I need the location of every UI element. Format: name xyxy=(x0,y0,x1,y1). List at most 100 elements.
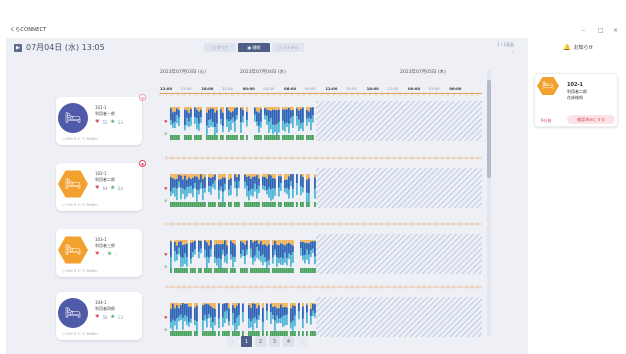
minimize-button[interactable]: – xyxy=(582,27,585,34)
notification-card[interactable]: 🛏 102-1 利用者二郎 在床検知 9分前 確認済みにする xyxy=(534,73,618,127)
bell-icon: 🔔 xyxy=(563,44,571,51)
lung-icon: ❀ xyxy=(107,251,112,257)
time-tick: 12:00 xyxy=(160,86,173,91)
heart-rate: 55 xyxy=(102,119,108,125)
patient-name: 利用者四郎 xyxy=(95,306,115,311)
bed-icon: 🛏 xyxy=(64,305,82,321)
patient-name: 利用者三郎 xyxy=(95,243,115,248)
notification-header: 🔔 お知らせ xyxy=(563,44,593,51)
notification-room: 102-1 xyxy=(567,82,583,88)
patient-name: 利用者一郎 xyxy=(95,111,115,116)
vital-stats: ♥ 55 ❀ 13 xyxy=(95,119,123,125)
time-tick: 15:00 xyxy=(180,86,192,91)
time-tick: 12:00 xyxy=(325,86,338,91)
notification-time: 9分前 xyxy=(541,118,552,123)
patient-card[interactable]: 🛏 102-1 利用者二郎 ♥ 64 ❀ 24 ○ 74% 6 ℃ ℃ 36dBm … xyxy=(56,160,146,211)
time-tick: 06:00 xyxy=(449,86,462,91)
page-button-3[interactable]: 3 xyxy=(269,336,280,347)
environment-info: ○ 74% 6 ℃ ℃ 36dBm xyxy=(62,203,98,207)
time-tick: 21:00 xyxy=(387,86,399,91)
next-page-button[interactable]: › xyxy=(297,336,308,347)
room-number: 104-1 xyxy=(95,300,107,305)
time-tick: 03:00 xyxy=(428,86,440,91)
resp-rate: 24 xyxy=(117,185,123,191)
day-label-2: 2023年07月04日 (水) xyxy=(240,70,286,75)
page-button-1[interactable]: 1 xyxy=(241,336,252,347)
patient-avatar: 🛏 xyxy=(58,103,88,133)
page-button-4[interactable]: 4 xyxy=(283,336,294,347)
resp-rate: 13 xyxy=(117,119,123,125)
date-header: ▶ 07月04日 (水) 13:05 xyxy=(14,42,105,53)
day-label-1: 2023年07月03日 (火) xyxy=(160,70,206,75)
prev-page-button[interactable]: ‹ xyxy=(227,336,238,347)
patient-avatar: 🛏 xyxy=(58,298,88,328)
patient-card[interactable]: 🛏 103-1 利用者三郎 ♥ – ❀ – ○ 44% 6 ℃ ℃ 36dBm xyxy=(56,229,142,277)
day-label-3: 2023年07月05日 (木) xyxy=(400,70,446,75)
close-button[interactable]: × xyxy=(613,27,619,34)
chevron-down-icon[interactable]: ⌄ xyxy=(510,48,514,53)
time-tick: 15:00 xyxy=(346,86,357,91)
room-number: 103-1 xyxy=(95,237,107,242)
segment-all[interactable]: □ すべて xyxy=(204,43,236,52)
heart-icon: ♥ xyxy=(95,314,100,320)
vital-stats: ♥ 56 ❀ 13 xyxy=(95,314,123,320)
lung-icon: ❀ xyxy=(110,314,115,320)
time-tick: 00:00 xyxy=(242,86,255,91)
vital-stats: ♥ 64 ❀ 24 xyxy=(95,185,123,191)
mark-confirmed-button[interactable]: 確認済みにする xyxy=(567,115,615,124)
time-tick: 18:00 xyxy=(201,86,214,91)
notification-title: お知らせ xyxy=(573,45,594,51)
time-tick: 21:00 xyxy=(222,86,233,91)
time-axis: 12:00 15:00 18:00 21:00 00:00 03:00 06:00 09:00… xyxy=(160,86,470,92)
room-number: 102-1 xyxy=(95,171,107,176)
notification-patient-name: 利用者二郎 xyxy=(567,89,587,94)
resp-rate: 13 xyxy=(117,314,123,320)
view-segment-control: □ すべて ▣ 睡眠 □ バイタル xyxy=(204,43,304,52)
bed-icon: 🛏 xyxy=(64,110,82,126)
patient-card[interactable]: 🛏 101-1 利用者一郎 ♥ 55 ❀ 13 ○ 60% 6 ℃ ℃ 36dBm … xyxy=(56,94,146,145)
page-button-2[interactable]: 2 xyxy=(255,336,266,347)
segment-sleep[interactable]: ▣ 睡眠 xyxy=(238,43,270,52)
time-tick: 18:00 xyxy=(366,86,379,91)
maximize-button[interactable]: □ xyxy=(598,27,604,34)
environment-info: ○ 44% 6 ℃ ℃ 36dBm xyxy=(62,269,98,273)
app-name: くらCONNECT xyxy=(10,27,47,33)
time-axis-line xyxy=(160,93,482,95)
page-indicator[interactable]: 1 / 1画面 ⌄ xyxy=(497,42,514,54)
patient-card[interactable]: 🛏 104-1 利用者四郎 ♥ 56 ❀ 13 ○ 55% 6 ℃ ℃ 36dBm xyxy=(56,292,142,340)
heart-icon: ♥ xyxy=(95,185,100,191)
bed-icon: 🛏 xyxy=(64,176,82,192)
notification-type: 在床検知 xyxy=(567,95,583,100)
lung-icon: ❀ xyxy=(110,119,115,125)
heart-rate: 56 xyxy=(102,314,108,320)
current-datetime: 07月04日 (水) 13:05 xyxy=(26,43,105,52)
heart-icon: ♥ xyxy=(95,119,100,125)
bed-icon: 🛏 xyxy=(537,77,559,95)
play-icon[interactable]: ▶ xyxy=(14,43,22,52)
patient-avatar: 🛏 xyxy=(58,170,88,198)
heart-rate: 64 xyxy=(102,185,108,191)
heart-icon: ♥ xyxy=(95,251,100,257)
segment-vital[interactable]: □ バイタル xyxy=(272,43,304,52)
patient-avatar: 🛏 xyxy=(58,236,88,264)
lung-icon: ❀ xyxy=(110,185,115,191)
time-tick: 03:00 xyxy=(263,86,275,91)
time-tick: 06:00 xyxy=(284,86,297,91)
pagination: ‹ 1 2 3 4 › xyxy=(227,336,308,347)
heart-rate: – xyxy=(102,251,105,257)
environment-info: ○ 60% 6 ℃ ℃ 36dBm xyxy=(62,137,98,141)
page-indicator-text: 1 / 1画面 xyxy=(497,42,514,47)
time-tick: 00:00 xyxy=(408,86,421,91)
scrollbar-thumb[interactable] xyxy=(487,80,491,178)
vital-stats: ♥ – ❀ – xyxy=(95,251,117,257)
resp-rate: – xyxy=(114,251,117,257)
alert-icon[interactable]: ● xyxy=(139,160,146,167)
alert-icon[interactable]: ● xyxy=(139,94,146,101)
title-bar: くらCONNECT – □ × xyxy=(0,0,626,40)
time-tick: 09:00 xyxy=(304,86,316,91)
patient-name: 利用者二郎 xyxy=(95,177,115,182)
vertical-scrollbar[interactable] xyxy=(487,70,491,336)
environment-info: ○ 55% 6 ℃ ℃ 36dBm xyxy=(62,332,98,336)
room-number: 101-1 xyxy=(95,105,107,110)
